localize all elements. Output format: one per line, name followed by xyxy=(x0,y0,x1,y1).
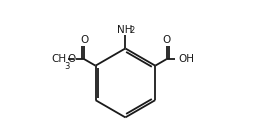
Text: O: O xyxy=(163,35,171,45)
Text: 2: 2 xyxy=(129,26,134,35)
Text: NH: NH xyxy=(117,25,133,35)
Text: CH: CH xyxy=(51,54,66,64)
Text: 3: 3 xyxy=(65,62,70,71)
Text: O: O xyxy=(67,54,75,64)
Text: OH: OH xyxy=(178,54,194,64)
Text: O: O xyxy=(80,35,88,45)
